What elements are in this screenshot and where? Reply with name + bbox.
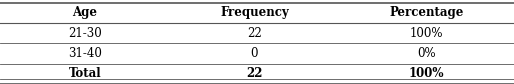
Text: 22: 22 (247, 27, 262, 40)
Text: Percentage: Percentage (390, 6, 464, 19)
Text: 0%: 0% (417, 47, 436, 60)
Text: 31-40: 31-40 (68, 47, 102, 60)
Text: 0: 0 (251, 47, 258, 60)
Text: 100%: 100% (410, 27, 444, 40)
Text: Frequency: Frequency (220, 6, 289, 19)
Text: Age: Age (72, 6, 97, 19)
Text: 100%: 100% (409, 67, 445, 80)
Text: Total: Total (68, 67, 101, 80)
Text: 22: 22 (246, 67, 263, 80)
Text: 21-30: 21-30 (68, 27, 102, 40)
